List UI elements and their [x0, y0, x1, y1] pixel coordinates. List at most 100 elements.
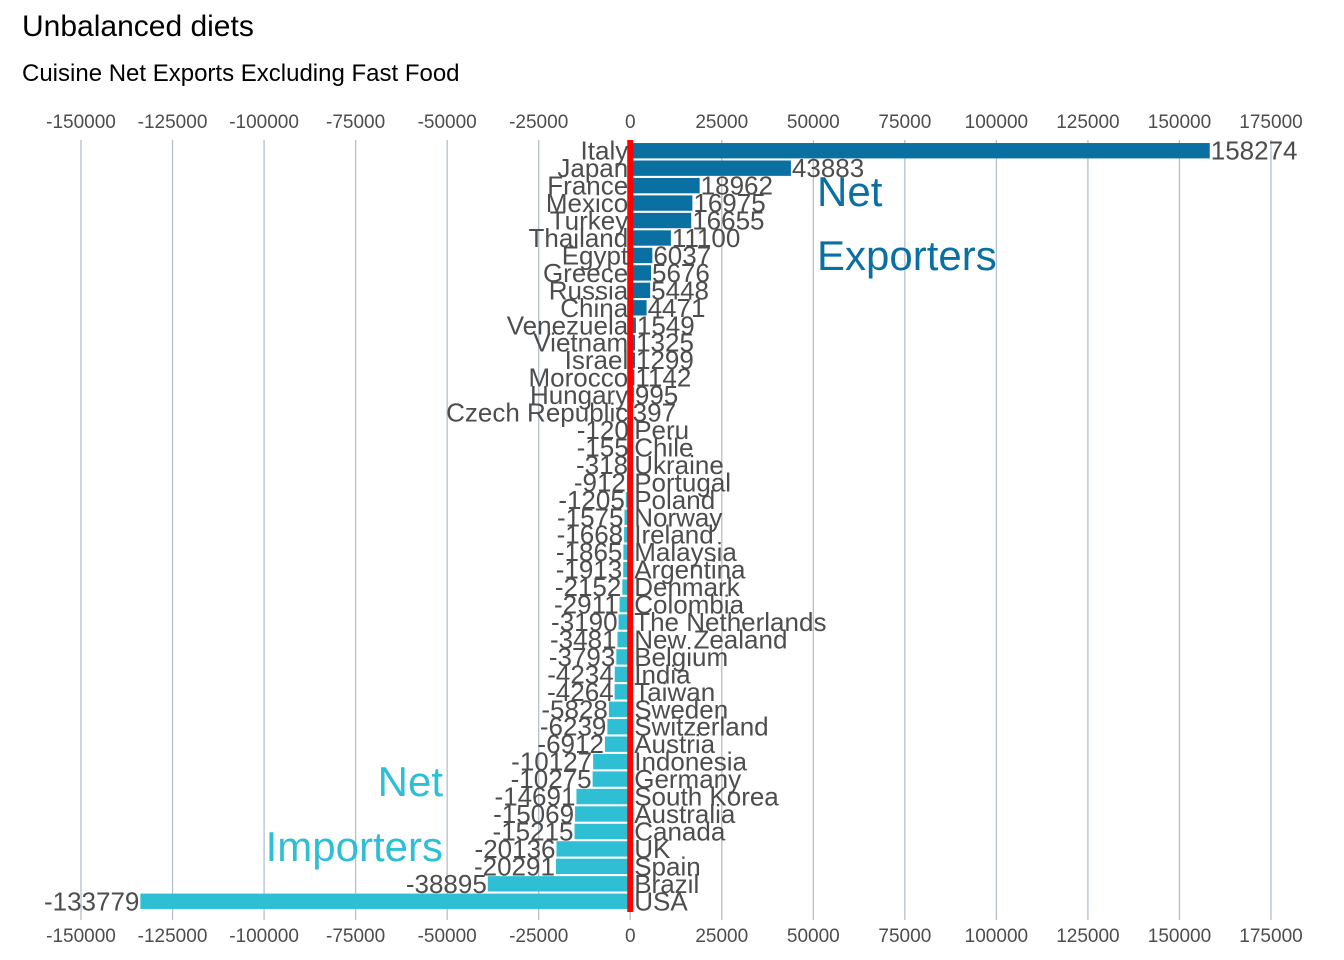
x-tick-label-top: 50000 — [787, 112, 840, 133]
bar — [614, 666, 631, 683]
bar — [618, 614, 631, 630]
bar — [630, 212, 692, 229]
value-label: -6912 — [537, 729, 604, 759]
bar — [619, 596, 631, 613]
category-label: New Zealand — [634, 624, 787, 654]
category-label: Venezuela — [507, 310, 629, 340]
bar — [630, 160, 791, 176]
bar — [623, 561, 631, 578]
bar — [624, 527, 631, 543]
bar — [617, 631, 631, 648]
category-label: The Netherlands — [634, 607, 826, 637]
category-label: Spain — [634, 851, 701, 881]
x-tick-label-top: -75000 — [326, 112, 385, 133]
x-tick-label-bottom: 175000 — [1239, 926, 1302, 947]
x-tick-label-top: 175000 — [1239, 112, 1302, 133]
x-tick-label-top: -150000 — [46, 112, 116, 133]
x-tick-label-top: -100000 — [229, 112, 299, 133]
category-label: Indonesia — [634, 747, 747, 777]
value-label: 16975 — [693, 188, 765, 218]
value-label: 1142 — [635, 363, 691, 393]
x-tick-label-bottom: -125000 — [138, 926, 208, 947]
bar — [607, 719, 631, 735]
importer-annotation: Net — [378, 758, 444, 805]
category-label: Australia — [634, 799, 736, 829]
value-label: -15069 — [493, 799, 574, 829]
category-label: Portugal — [634, 467, 731, 497]
bar — [630, 282, 651, 299]
value-label: -120 — [577, 415, 629, 445]
category-label: Japan — [557, 153, 628, 183]
x-tick-label-top: 150000 — [1148, 112, 1211, 133]
importer-annotation: Importers — [266, 823, 443, 870]
bar — [630, 230, 671, 246]
bar — [556, 841, 631, 857]
value-label: -1865 — [556, 537, 623, 567]
chart-title: Unbalanced diets — [22, 10, 254, 43]
value-label: -133779 — [44, 886, 139, 916]
value-label: 158274 — [1211, 136, 1298, 166]
value-label: -10275 — [511, 764, 592, 794]
value-label: -20136 — [475, 834, 556, 864]
x-tick-label-top: 0 — [625, 112, 636, 133]
category-label: Turkey — [550, 206, 629, 236]
bar — [616, 649, 631, 665]
value-label: 43883 — [792, 153, 864, 183]
bar — [575, 806, 631, 822]
category-label: Switzerland — [634, 712, 768, 742]
category-label: Italy — [581, 136, 629, 166]
bar — [622, 579, 631, 595]
category-label: Argentina — [634, 555, 746, 585]
x-tick-label-top: 125000 — [1056, 112, 1119, 133]
x-tick-label-bottom: 125000 — [1056, 926, 1119, 947]
bar — [592, 771, 631, 787]
x-tick-label-top: -25000 — [509, 112, 568, 133]
bar — [614, 684, 631, 700]
category-label: Czech Republic — [446, 398, 628, 428]
category-label: Canada — [634, 816, 726, 846]
exporter-annotation: Exporters — [817, 232, 997, 279]
value-label: 5448 — [651, 275, 709, 305]
x-tick-label-bottom: 25000 — [695, 926, 748, 947]
x-tick-label-bottom: -25000 — [509, 926, 568, 947]
category-label: Hungary — [530, 380, 628, 410]
category-label: Thailand — [528, 223, 628, 253]
bar — [576, 788, 631, 805]
x-axis-bottom: -150000 -125000 -100000 -75000 -50000 -25000 0… — [46, 926, 1303, 947]
value-label: 397 — [633, 398, 676, 428]
x-tick-label-bottom: -50000 — [418, 926, 477, 947]
exporter-annotation: Net — [817, 168, 883, 215]
x-axis-top: -150000 -125000 -100000 -75000 -50000 -25000 0… — [46, 112, 1303, 133]
value-label: -318 — [576, 450, 628, 480]
bar — [630, 300, 647, 316]
bar — [487, 876, 631, 892]
bar — [604, 736, 631, 752]
value-label: -5828 — [541, 694, 608, 724]
annotations: Net Exporters Net Importers — [266, 168, 997, 870]
value-label: -14691 — [494, 782, 575, 812]
bar — [623, 544, 631, 560]
value-label: -3793 — [549, 642, 616, 672]
category-label: Taiwan — [634, 677, 715, 707]
category-label: Peru — [634, 415, 689, 445]
category-label: Mexico — [546, 188, 628, 218]
value-label: -155 — [577, 432, 629, 462]
value-label: -912 — [574, 467, 626, 497]
value-label: -4234 — [547, 659, 614, 689]
category-label: Russia — [549, 275, 629, 305]
bar-labels: Italy 158274 Japan 43883 France 18962 Mexico 16… — [44, 136, 1298, 917]
category-label: South Korea — [634, 782, 779, 812]
value-label: -20291 — [474, 851, 555, 881]
category-label: Austria — [634, 729, 715, 759]
value-label: 5676 — [652, 258, 710, 288]
x-tick-label-bottom: 75000 — [878, 926, 931, 947]
x-tick-label-bottom: -150000 — [46, 926, 116, 947]
category-label: Sweden — [634, 694, 728, 724]
x-tick-label-top: 100000 — [965, 112, 1028, 133]
value-label: -1205 — [558, 485, 625, 515]
value-label: -1575 — [557, 502, 624, 532]
value-label: -4264 — [547, 677, 614, 707]
bar — [630, 195, 693, 211]
category-label: Chile — [634, 432, 693, 462]
